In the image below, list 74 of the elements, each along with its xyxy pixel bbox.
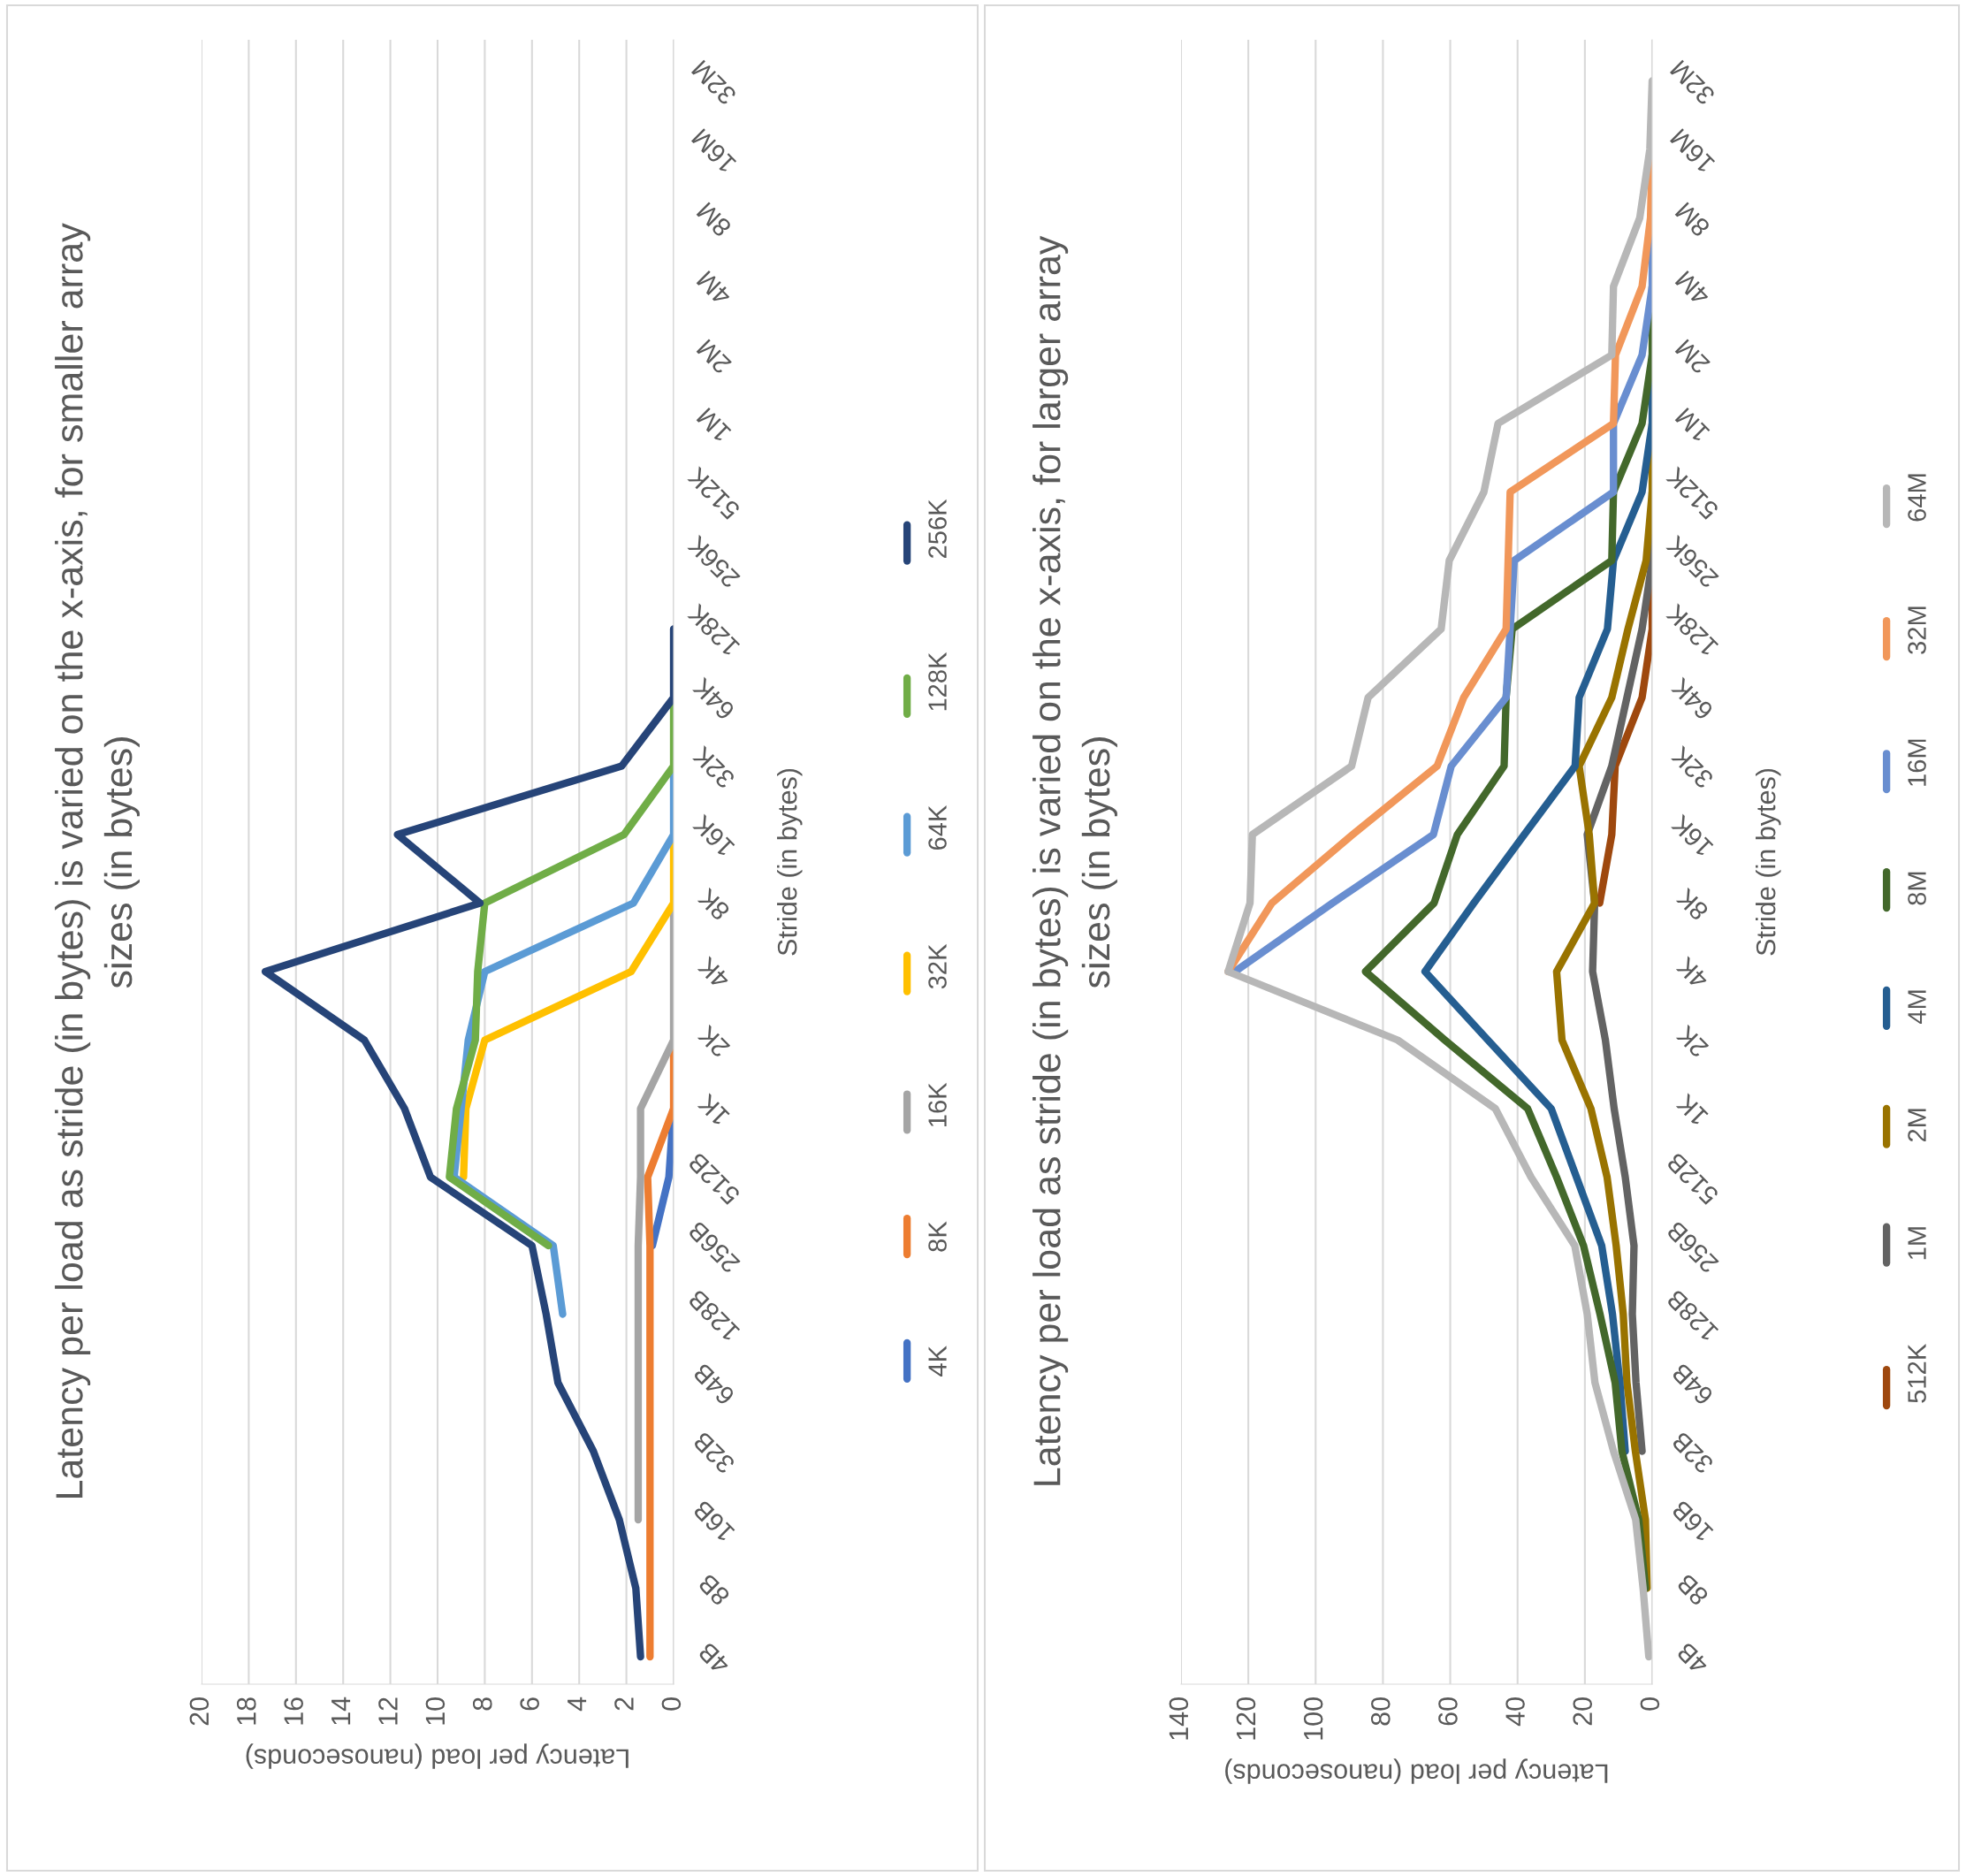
legend-label: 4K	[928, 1346, 947, 1376]
x-tick-label: 60	[1438, 1697, 1458, 1726]
y-tick-label: 8K	[1674, 887, 1710, 922]
x-tick-label: 0	[661, 1697, 682, 1711]
x-tick-label: 100	[1303, 1697, 1323, 1740]
y-tick-label: 16B	[691, 1499, 735, 1543]
y-tick-label: 4K	[696, 956, 731, 990]
legend-label: 2M	[1908, 1109, 1926, 1142]
legend-label: 8K	[928, 1221, 947, 1252]
x-tick-label: 80	[1370, 1697, 1391, 1726]
legend-label: 4M	[1908, 990, 1926, 1025]
legend-label: 128K	[928, 652, 947, 711]
y-tick-label: 8B	[697, 1573, 731, 1607]
y-axis-title: Stride (in bytes)	[777, 768, 803, 956]
y-tick-label: 1K	[1674, 1093, 1709, 1126]
y-tick-label: 8B	[1675, 1573, 1710, 1607]
y-tick-label: 32B	[1670, 1430, 1715, 1476]
y-tick-label: 2K	[1674, 1024, 1710, 1059]
legend-label: 1M	[1908, 1227, 1926, 1260]
y-tick-label: 64B	[1670, 1362, 1715, 1407]
legend-label: 512K	[1908, 1344, 1926, 1403]
y-tick-label: 16B	[1670, 1499, 1714, 1543]
x-tick-label: 18	[236, 1697, 256, 1725]
y-tick-label: 64K	[1670, 676, 1715, 721]
x-tick-label: 14	[331, 1697, 351, 1725]
x-tick-label: 20	[1573, 1697, 1593, 1726]
x-tick-label: 8	[472, 1697, 492, 1711]
x-tick-label: 40	[1505, 1697, 1525, 1727]
y-tick-label: 64B	[691, 1362, 736, 1407]
y-tick-label: 8M	[1674, 202, 1711, 238]
legend-label: 16K	[928, 1082, 947, 1127]
x-tick-label: 12	[378, 1697, 398, 1725]
y-tick-label: 32K	[1670, 744, 1715, 790]
x-axis-title: Latency per load (nanoseconds)	[1225, 1758, 1608, 1784]
x-tick-label: 0	[1640, 1697, 1660, 1711]
text: Latency per load as stride (in bytes) is varied on the x-axis, for larger array sizes (in bytes)	[1033, 235, 1117, 1485]
y-tick-label: 16M	[1669, 128, 1716, 174]
y-tick-label: 16K	[691, 813, 735, 858]
legend-label: 16M	[1908, 739, 1926, 786]
y-tick-label: 32K	[691, 744, 736, 790]
y-tick-label: 1M	[696, 408, 732, 443]
y-tick-label: 2M	[696, 339, 732, 375]
y-tick-label: 8M	[696, 202, 733, 238]
y-tick-label: 4B	[697, 1642, 731, 1675]
y-tick-label: 1K	[696, 1093, 730, 1126]
x-tick-label: 4	[568, 1697, 587, 1712]
x-tick-label: 140	[1169, 1697, 1189, 1740]
y-tick-label: 4K	[1674, 956, 1710, 990]
x-axis-title: Latency per load (nanoseconds)	[246, 1743, 629, 1769]
x-tick-label: 10	[425, 1697, 446, 1725]
y-tick-label: 2M	[1674, 339, 1711, 375]
legend-label: 64K	[928, 805, 947, 850]
legend-label: 8M	[1908, 872, 1926, 905]
y-tick-label: 4B	[1675, 1642, 1710, 1675]
y-tick-label: 32B	[691, 1430, 736, 1476]
x-tick-label: 20	[189, 1697, 210, 1726]
x-tick-label: 16	[284, 1697, 303, 1725]
legend-label: 64M	[1908, 474, 1926, 522]
text: Latency per load as stride (in bytes) is varied on the x-axis, for smaller array sizes (in bytes)	[55, 223, 140, 1499]
legend-label: 256K	[928, 499, 947, 559]
y-tick-label: 8K	[696, 887, 731, 922]
y-tick-label: 64K	[691, 676, 736, 721]
x-tick-label: 2	[614, 1697, 634, 1711]
y-tick-label: 16K	[1670, 813, 1714, 858]
y-tick-label: 16M	[690, 128, 737, 174]
y-tick-label: 2K	[696, 1024, 731, 1059]
y-tick-label: 4M	[696, 271, 733, 307]
legend-label: 32M	[1908, 606, 1926, 654]
legend-label: 32K	[928, 943, 947, 989]
y-axis-title: Stride (in bytes)	[1756, 768, 1781, 956]
y-tick-label: 1M	[1674, 408, 1711, 443]
x-tick-label: 6	[520, 1697, 539, 1711]
y-tick-label: 4M	[1674, 271, 1711, 307]
x-tick-label: 120	[1236, 1697, 1256, 1740]
